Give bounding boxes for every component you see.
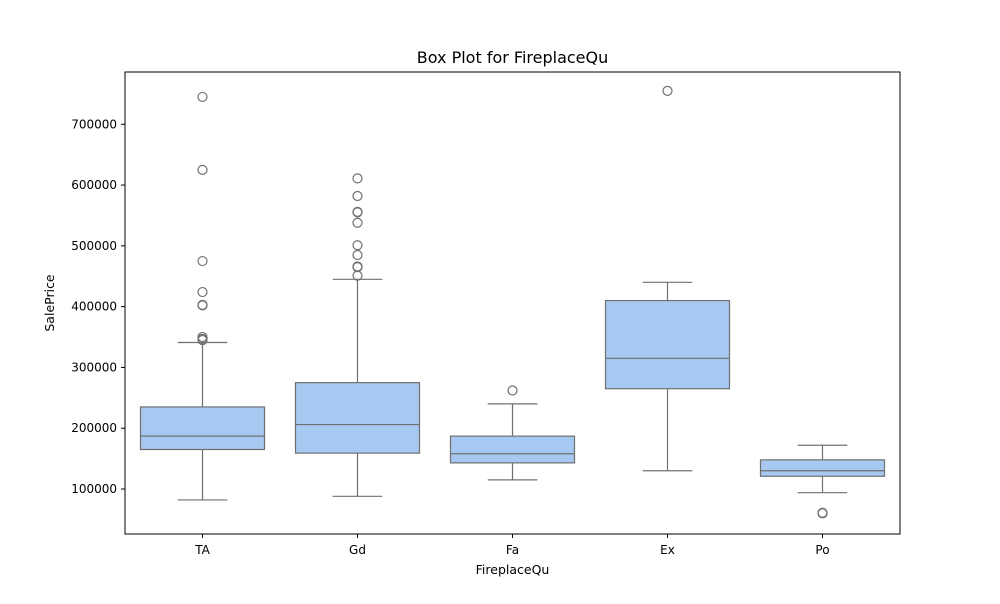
y-tick-label: 500000 [71, 239, 117, 253]
outlier-point [817, 508, 828, 519]
outlier-point [352, 173, 363, 184]
chart-title: Box Plot for FireplaceQu [417, 48, 609, 67]
box-group-po [759, 444, 886, 519]
box [294, 382, 421, 454]
y-axis-label: SalePrice [42, 274, 57, 332]
outlier-point [352, 240, 363, 251]
box [449, 435, 576, 464]
outlier-point [197, 334, 208, 346]
outlier-point [197, 286, 208, 298]
outlier-point [197, 300, 208, 311]
outlier-point [352, 190, 363, 202]
x-axis-label: FireplaceQu [476, 562, 550, 577]
y-tick-label: 100000 [71, 482, 117, 496]
x-tick-label: Fa [506, 543, 519, 557]
outlier-point [507, 385, 518, 396]
box [604, 299, 731, 390]
y-tick-label: 600000 [71, 178, 117, 192]
boxes-layer [139, 85, 886, 519]
box-group-ta [139, 91, 266, 501]
box-group-gd [294, 173, 421, 497]
box [139, 406, 266, 451]
outlier-point [197, 164, 208, 175]
box [759, 459, 886, 477]
x-tick-label: Gd [349, 543, 366, 557]
y-tick-label: 700000 [71, 117, 117, 131]
box-group-fa [449, 385, 576, 481]
box-group-ex [604, 85, 731, 472]
x-axis: TA Gd Fa Ex Po [194, 534, 830, 557]
x-tick-label: Po [815, 543, 829, 557]
x-tick-label: Ex [660, 543, 675, 557]
outlier-point [352, 217, 363, 228]
y-tick-label: 400000 [71, 300, 117, 314]
outlier-point [352, 262, 363, 273]
y-tick-label: 200000 [71, 421, 117, 435]
outlier-point [352, 249, 363, 261]
outlier-point [352, 207, 363, 218]
outlier-point [352, 270, 363, 281]
outlier-point [197, 255, 208, 267]
outlier-point [662, 85, 673, 96]
y-tick-label: 300000 [71, 360, 117, 374]
outlier-point [197, 91, 208, 103]
x-tick-label: TA [194, 543, 210, 557]
y-axis: 100000 200000 300000 400000 500000 600000 7000… [71, 117, 125, 496]
